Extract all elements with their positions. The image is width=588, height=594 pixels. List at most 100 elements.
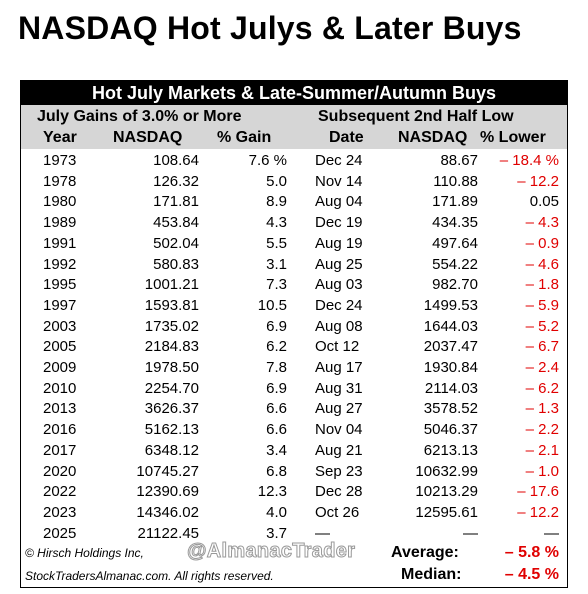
data-table: Hot July Markets & Late-Summer/Autumn Bu… bbox=[20, 80, 568, 588]
cell-pct-lower: – 6.2 bbox=[525, 379, 559, 397]
cell-july-nasdaq: 1978.50 bbox=[144, 359, 199, 376]
table-row: 2013 3626.37 6.6 Aug 27 3578.52 – 1.3 bbox=[21, 399, 567, 419]
table-row: 1992 580.83 3.1 Aug 25 554.22 – 4.6 bbox=[21, 255, 567, 275]
cell-pct-lower: – 5.2 bbox=[525, 317, 559, 335]
cell-low-nasdaq: 3578.52 bbox=[423, 400, 478, 418]
cell-july-nasdaq: 126.32 bbox=[153, 172, 199, 190]
site-text: StockTradersAlmanac.com. All rights rese… bbox=[25, 569, 274, 583]
cell-july-nasdaq: 12390.69 bbox=[136, 483, 199, 501]
cell-july-nasdaq: 108.64 bbox=[153, 152, 199, 169]
cell-low-nasdaq: — bbox=[463, 524, 478, 542]
median-label: Median: bbox=[401, 566, 462, 583]
cell-low-date: Aug 08 bbox=[315, 317, 363, 335]
cell-july-nasdaq: 3626.37 bbox=[144, 400, 199, 418]
table-row: 1980 171.81 8.9 Aug 04 171.89 0.05 bbox=[21, 192, 567, 212]
table-row: 2016 5162.13 6.6 Nov 04 5046.37 – 2.2 bbox=[21, 420, 567, 440]
cell-low-nasdaq: 2114.03 bbox=[424, 379, 478, 397]
cell-low-nasdaq: 5046.37 bbox=[423, 421, 478, 439]
cell-year: 2020 bbox=[43, 462, 77, 480]
cell-july-gain: 3.4 bbox=[266, 441, 287, 459]
cell-low-date: Dec 28 bbox=[315, 483, 363, 501]
cell-low-date: — bbox=[315, 524, 330, 542]
cell-july-gain: 6.6 bbox=[266, 400, 287, 418]
cell-low-nasdaq: 6213.13 bbox=[423, 441, 478, 459]
table-row: 1995 1001.21 7.3 Aug 03 982.70 – 1.8 bbox=[21, 275, 567, 295]
table-row: 2023 14346.02 4.0 Oct 26 12595.61 – 12.2 bbox=[21, 503, 567, 523]
cell-pct-lower: – 17.6 bbox=[517, 483, 559, 501]
cell-july-gain: 6.6 bbox=[266, 421, 287, 439]
cell-july-nasdaq: 1735.02 bbox=[144, 317, 199, 335]
cell-july-gain: 6.9 bbox=[266, 317, 287, 335]
table-row: 2020 10745.27 6.8 Sep 23 10632.99 – 1.0 bbox=[21, 462, 567, 482]
cell-pct-lower: – 1.8 bbox=[525, 276, 559, 294]
cell-july-gain: 3.1 bbox=[266, 255, 287, 273]
copyright-text: © Hirsch Holdings Inc, bbox=[25, 546, 144, 560]
col-header-year: Year bbox=[43, 129, 77, 146]
cell-year: 2005 bbox=[43, 338, 77, 356]
cell-low-date: Aug 31 bbox=[315, 379, 363, 397]
cell-july-gain: 7.6 % bbox=[248, 152, 287, 169]
cell-pct-lower: 0.05 bbox=[529, 193, 559, 211]
cell-year: 2003 bbox=[43, 317, 77, 335]
left-group-header: July Gains of 3.0% or More bbox=[37, 108, 242, 125]
cell-july-nasdaq: 2254.70 bbox=[144, 379, 199, 397]
cell-low-date: Aug 19 bbox=[315, 234, 363, 252]
cell-july-gain: 5.0 bbox=[266, 172, 287, 190]
cell-july-nasdaq: 5162.13 bbox=[144, 421, 199, 439]
right-group-header: Subsequent 2nd Half Low bbox=[318, 108, 514, 125]
cell-pct-lower: – 4.3 bbox=[525, 214, 559, 232]
cell-low-nasdaq: 88.67 bbox=[440, 152, 478, 169]
table-row: 1997 1593.81 10.5 Dec 24 1499.53 – 5.9 bbox=[21, 296, 567, 316]
cell-pct-lower: – 0.9 bbox=[525, 234, 559, 252]
cell-year: 2022 bbox=[43, 483, 77, 501]
cell-low-nasdaq: 982.70 bbox=[432, 276, 478, 294]
cell-year: 2013 bbox=[43, 400, 77, 418]
cell-low-nasdaq: 171.89 bbox=[432, 193, 478, 211]
cell-low-nasdaq: 12595.61 bbox=[415, 503, 478, 521]
cell-july-gain: 6.9 bbox=[266, 379, 287, 397]
subheader-background bbox=[21, 105, 567, 149]
table-row: 2005 2184.83 6.2 Oct 12 2037.47 – 6.7 bbox=[21, 337, 567, 357]
table-row: 1991 502.04 5.5 Aug 19 497.64 – 0.9 bbox=[21, 234, 567, 254]
cell-july-nasdaq: 2184.83 bbox=[144, 338, 199, 356]
cell-low-nasdaq: 110.88 bbox=[433, 172, 478, 190]
col-header-nasdaq: NASDAQ bbox=[113, 129, 183, 146]
col-header-low-nasdaq: NASDAQ bbox=[398, 129, 468, 146]
cell-july-gain: 3.7 bbox=[266, 524, 287, 542]
cell-pct-lower: – 1.0 bbox=[525, 462, 559, 480]
cell-july-nasdaq: 1593.81 bbox=[144, 296, 199, 314]
cell-year: 2025 bbox=[43, 524, 77, 542]
table-row: 1978 126.32 5.0 Nov 14 110.88 – 12.2 bbox=[21, 172, 567, 192]
cell-year: 1991 bbox=[43, 234, 77, 252]
cell-july-nasdaq: 14346.02 bbox=[136, 503, 199, 521]
table-row: 1989 453.84 4.3 Dec 19 434.35 – 4.3 bbox=[21, 213, 567, 233]
cell-low-nasdaq: 10632.99 bbox=[415, 462, 478, 480]
table-row: 2003 1735.02 6.9 Aug 08 1644.03 – 5.2 bbox=[21, 317, 567, 337]
cell-july-gain: 10.5 bbox=[257, 296, 287, 314]
cell-july-gain: 7.8 bbox=[266, 359, 287, 376]
cell-year: 1978 bbox=[43, 172, 77, 190]
cell-july-gain: 7.3 bbox=[266, 276, 287, 294]
cell-pct-lower: – 5.9 bbox=[525, 296, 559, 314]
cell-low-nasdaq: 554.22 bbox=[432, 255, 478, 273]
cell-july-gain: 4.0 bbox=[266, 503, 287, 521]
cell-low-date: Dec 24 bbox=[315, 152, 363, 169]
cell-july-nasdaq: 10745.27 bbox=[136, 462, 199, 480]
cell-low-date: Aug 27 bbox=[315, 400, 363, 418]
average-label: Average: bbox=[391, 544, 459, 561]
cell-low-nasdaq: 2037.47 bbox=[423, 338, 478, 356]
cell-year: 2016 bbox=[43, 421, 77, 439]
cell-july-gain: 8.9 bbox=[266, 193, 287, 211]
cell-year: 1997 bbox=[43, 296, 77, 314]
cell-low-date: Nov 14 bbox=[315, 172, 363, 190]
cell-july-nasdaq: 6348.12 bbox=[144, 441, 199, 459]
cell-low-date: Aug 04 bbox=[315, 193, 363, 211]
cell-low-nasdaq: 434.35 bbox=[432, 214, 478, 232]
cell-low-date: Aug 03 bbox=[315, 276, 363, 294]
cell-year: 2017 bbox=[43, 441, 77, 459]
cell-low-nasdaq: 1644.03 bbox=[423, 317, 478, 335]
table-row: 2017 6348.12 3.4 Aug 21 6213.13 – 2.1 bbox=[21, 441, 567, 461]
cell-july-nasdaq: 453.84 bbox=[153, 214, 199, 232]
cell-low-nasdaq: 10213.29 bbox=[415, 483, 478, 501]
cell-low-date: Sep 23 bbox=[315, 462, 363, 480]
